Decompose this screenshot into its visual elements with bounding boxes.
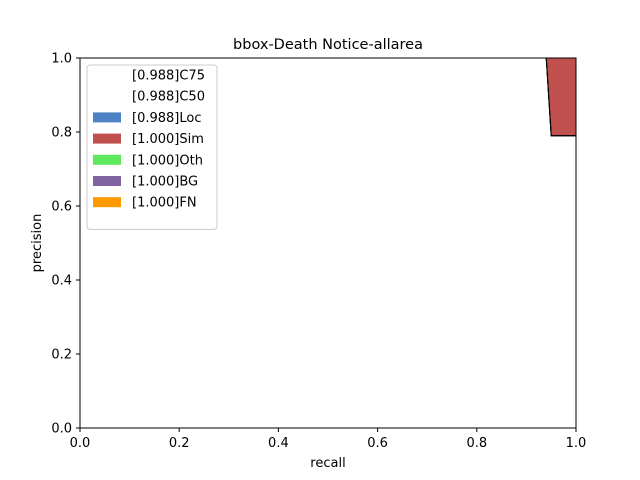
- chart-title: bbox-Death Notice-allarea: [233, 37, 423, 53]
- x-tick-label: 0.2: [169, 436, 190, 451]
- x-axis: 0.0 0.2 0.4 0.6 0.8 1.0: [70, 428, 587, 451]
- legend-label: [1.000]Sim: [132, 132, 204, 147]
- legend-swatch: [93, 112, 121, 123]
- y-tick-label: 1.0: [51, 52, 72, 67]
- legend-label: [1.000]FN: [132, 196, 197, 211]
- legend-label: [1.000]BG: [132, 175, 198, 190]
- y-tick-label: 0.6: [51, 200, 72, 215]
- legend-swatch: [93, 197, 121, 208]
- x-tick-label: 1.0: [566, 436, 587, 451]
- x-tick-label: 0.6: [367, 436, 388, 451]
- legend-swatch: [93, 133, 121, 144]
- legend-swatch: [93, 70, 121, 80]
- legend-swatch: [93, 154, 121, 165]
- y-axis-title: precision: [30, 214, 45, 273]
- legend-frame: [86, 64, 218, 230]
- x-tick-label: 0.0: [70, 436, 91, 451]
- legend: [0.988]C75 [0.988]C50 [0.988]Loc [1.000]Sim…: [86, 64, 218, 230]
- legend-label: [0.988]C75: [132, 69, 205, 84]
- x-tick-label: 0.4: [268, 436, 289, 451]
- y-axis: 0.0 0.2 0.4 0.6 0.8 1.0: [51, 52, 80, 437]
- y-tick-label: 0.4: [51, 274, 72, 289]
- legend-label: [0.988]C50: [132, 90, 205, 105]
- legend-swatch: [93, 91, 121, 102]
- legend-swatch: [93, 176, 121, 186]
- y-tick-label: 0.2: [51, 348, 72, 363]
- x-axis-title: recall: [310, 456, 345, 471]
- x-tick-label: 0.8: [466, 436, 487, 451]
- legend-label: [0.988]Loc: [132, 111, 201, 126]
- y-tick-label: 0.0: [51, 422, 72, 437]
- legend-label: [1.000]Oth: [132, 153, 203, 168]
- y-tick-label: 0.8: [51, 126, 72, 141]
- plot-frame: [79, 57, 577, 429]
